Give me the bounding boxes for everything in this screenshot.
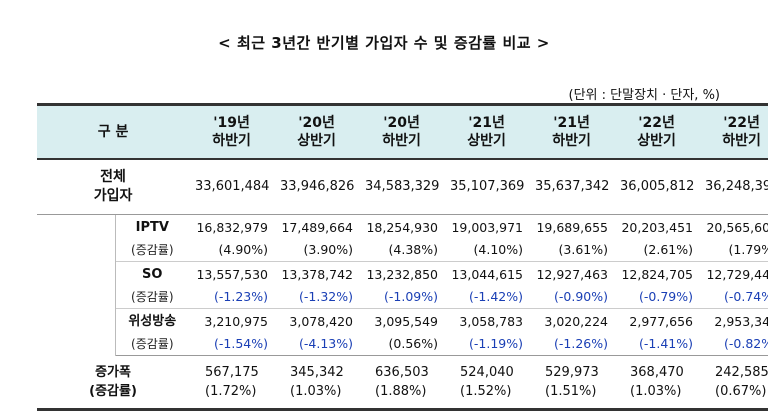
item-value: 12,729,441 xyxy=(706,267,768,282)
header-period: '21년 하반기 xyxy=(529,103,615,160)
item-value: 19,003,971 xyxy=(451,220,524,235)
increase-value: 242,585 (0.67%) xyxy=(699,355,768,411)
item-rate: (-1.41%) xyxy=(614,333,700,356)
total-row: 전체 가입자 33,601,484 33,946,826 34,583,329 3… xyxy=(37,159,768,215)
item-rate: (-1.26%) xyxy=(529,333,615,356)
item-value: 13,232,850 xyxy=(366,267,439,282)
indent-cell xyxy=(37,214,116,356)
total-value: 33,946,826 xyxy=(274,159,360,215)
item-value: 2,953,347 xyxy=(714,314,768,329)
subscriber-table: 구 분 '19년 하반기 '20년 상반기 '20년 하반기 '21년 상반기 '21년… xyxy=(37,103,768,411)
total-label: 전체 가입자 xyxy=(37,159,190,215)
item-rate: (3.61%) xyxy=(529,239,615,262)
total-value: 36,005,812 xyxy=(614,159,700,215)
increase-label: 증가폭 (증감률) xyxy=(37,355,190,411)
item-row: SO 13,557,530 13,378,742 13,232,850 13,044,6… xyxy=(37,262,768,287)
total-value: 35,107,369 xyxy=(444,159,530,215)
item-value: 2,977,656 xyxy=(629,314,694,329)
increase-value: 567,175 (1.72%) xyxy=(189,355,275,411)
total-value: 34,583,329 xyxy=(359,159,445,215)
item-row: IPTV 16,832,979 17,489,664 18,254,930 19,003… xyxy=(37,214,768,356)
item-value: 3,020,224 xyxy=(544,314,609,329)
item-value: 3,095,549 xyxy=(374,314,439,329)
unit-note: (단위 : 단말장치 · 단자, %) xyxy=(568,88,720,103)
increase-value: 529,973 (1.51%) xyxy=(529,355,615,411)
total-value: 36,248,397 xyxy=(699,159,768,215)
item-rate: (-1.19%) xyxy=(444,333,530,356)
item-rate: (2.61%) xyxy=(614,239,700,262)
item-value: 20,565,609 xyxy=(706,220,768,235)
header-period: '20년 상반기 xyxy=(274,103,360,160)
item-row: 위성방송 3,210,975 3,078,420 3,095,549 3,058,783… xyxy=(37,309,768,334)
item-value: 3,078,420 xyxy=(289,314,354,329)
item-rate: (-1.09%) xyxy=(359,286,445,309)
increase-row: 증가폭 (증감률) 567,175 (1.72%) 345,342 (1.03%) 636,… xyxy=(37,355,768,411)
item-rate: (-0.74%) xyxy=(699,286,768,309)
item-rate: (4.90%) xyxy=(189,239,275,262)
table-title: < 최근 3년간 반기별 가입자 수 및 증감률 비교 > xyxy=(218,34,550,52)
item-value: 17,489,664 xyxy=(281,220,354,235)
item-value: 13,557,530 xyxy=(196,267,269,282)
item-rate: (4.10%) xyxy=(444,239,530,262)
item-value: 20,203,451 xyxy=(621,220,694,235)
item-value: 18,254,930 xyxy=(366,220,439,235)
increase-value: 368,470 (1.03%) xyxy=(614,355,700,411)
item-name: SO xyxy=(142,267,163,282)
item-rate: (-0.90%) xyxy=(529,286,615,309)
increase-value: 345,342 (1.03%) xyxy=(274,355,360,411)
item-value: 3,210,975 xyxy=(204,314,269,329)
item-rate: (-1.23%) xyxy=(189,286,275,309)
item-rate: (3.90%) xyxy=(274,239,360,262)
item-value: 3,058,783 xyxy=(459,314,524,329)
item-name: 위성방송 xyxy=(128,314,177,329)
header-row: 구 분 '19년 하반기 '20년 상반기 '20년 하반기 '21년 상반기 '21년… xyxy=(37,103,768,160)
item-rate: (-1.42%) xyxy=(444,286,530,309)
item-rate-row: (증감률) (-1.54%) (-4.13%) (0.56%) (-1.19%) (-1.… xyxy=(37,333,768,356)
header-period: '19년 하반기 xyxy=(189,103,275,160)
header-period: '21년 상반기 xyxy=(444,103,530,160)
item-rate: (4.38%) xyxy=(359,239,445,262)
increase-value: 524,040 (1.52%) xyxy=(444,355,530,411)
rate-label: (증감률) xyxy=(115,239,190,262)
item-name: IPTV xyxy=(135,220,169,235)
header-period: '22년 상반기 xyxy=(614,103,700,160)
header-category: 구 분 xyxy=(37,103,190,160)
item-rate-row: (증감률) (4.90%) (3.90%) (4.38%) (4.10%) (3.61%)… xyxy=(37,239,768,262)
item-rate: (-0.82%) xyxy=(699,333,768,356)
item-rate: (-0.79%) xyxy=(614,286,700,309)
item-value: 12,824,705 xyxy=(621,267,694,282)
item-value: 16,832,979 xyxy=(196,220,269,235)
increase-value: 636,503 (1.88%) xyxy=(359,355,445,411)
item-rate: (0.56%) xyxy=(359,333,445,356)
header-period: '20년 하반기 xyxy=(359,103,445,160)
item-value: 19,689,655 xyxy=(536,220,609,235)
item-value: 12,927,463 xyxy=(536,267,609,282)
item-value: 13,378,742 xyxy=(281,267,354,282)
rate-label: (증감률) xyxy=(115,333,190,356)
rate-label: (증감률) xyxy=(115,286,190,309)
item-rate-row: (증감률) (-1.23%) (-1.32%) (-1.09%) (-1.42%) (-0… xyxy=(37,286,768,309)
total-value: 35,637,342 xyxy=(529,159,615,215)
total-value: 33,601,484 xyxy=(189,159,275,215)
item-rate: (1.79%) xyxy=(699,239,768,262)
item-value: 13,044,615 xyxy=(451,267,524,282)
item-rate: (-1.32%) xyxy=(274,286,360,309)
item-rate: (-4.13%) xyxy=(274,333,360,356)
item-rate: (-1.54%) xyxy=(189,333,275,356)
header-period: '22년 하반기 xyxy=(699,103,768,160)
